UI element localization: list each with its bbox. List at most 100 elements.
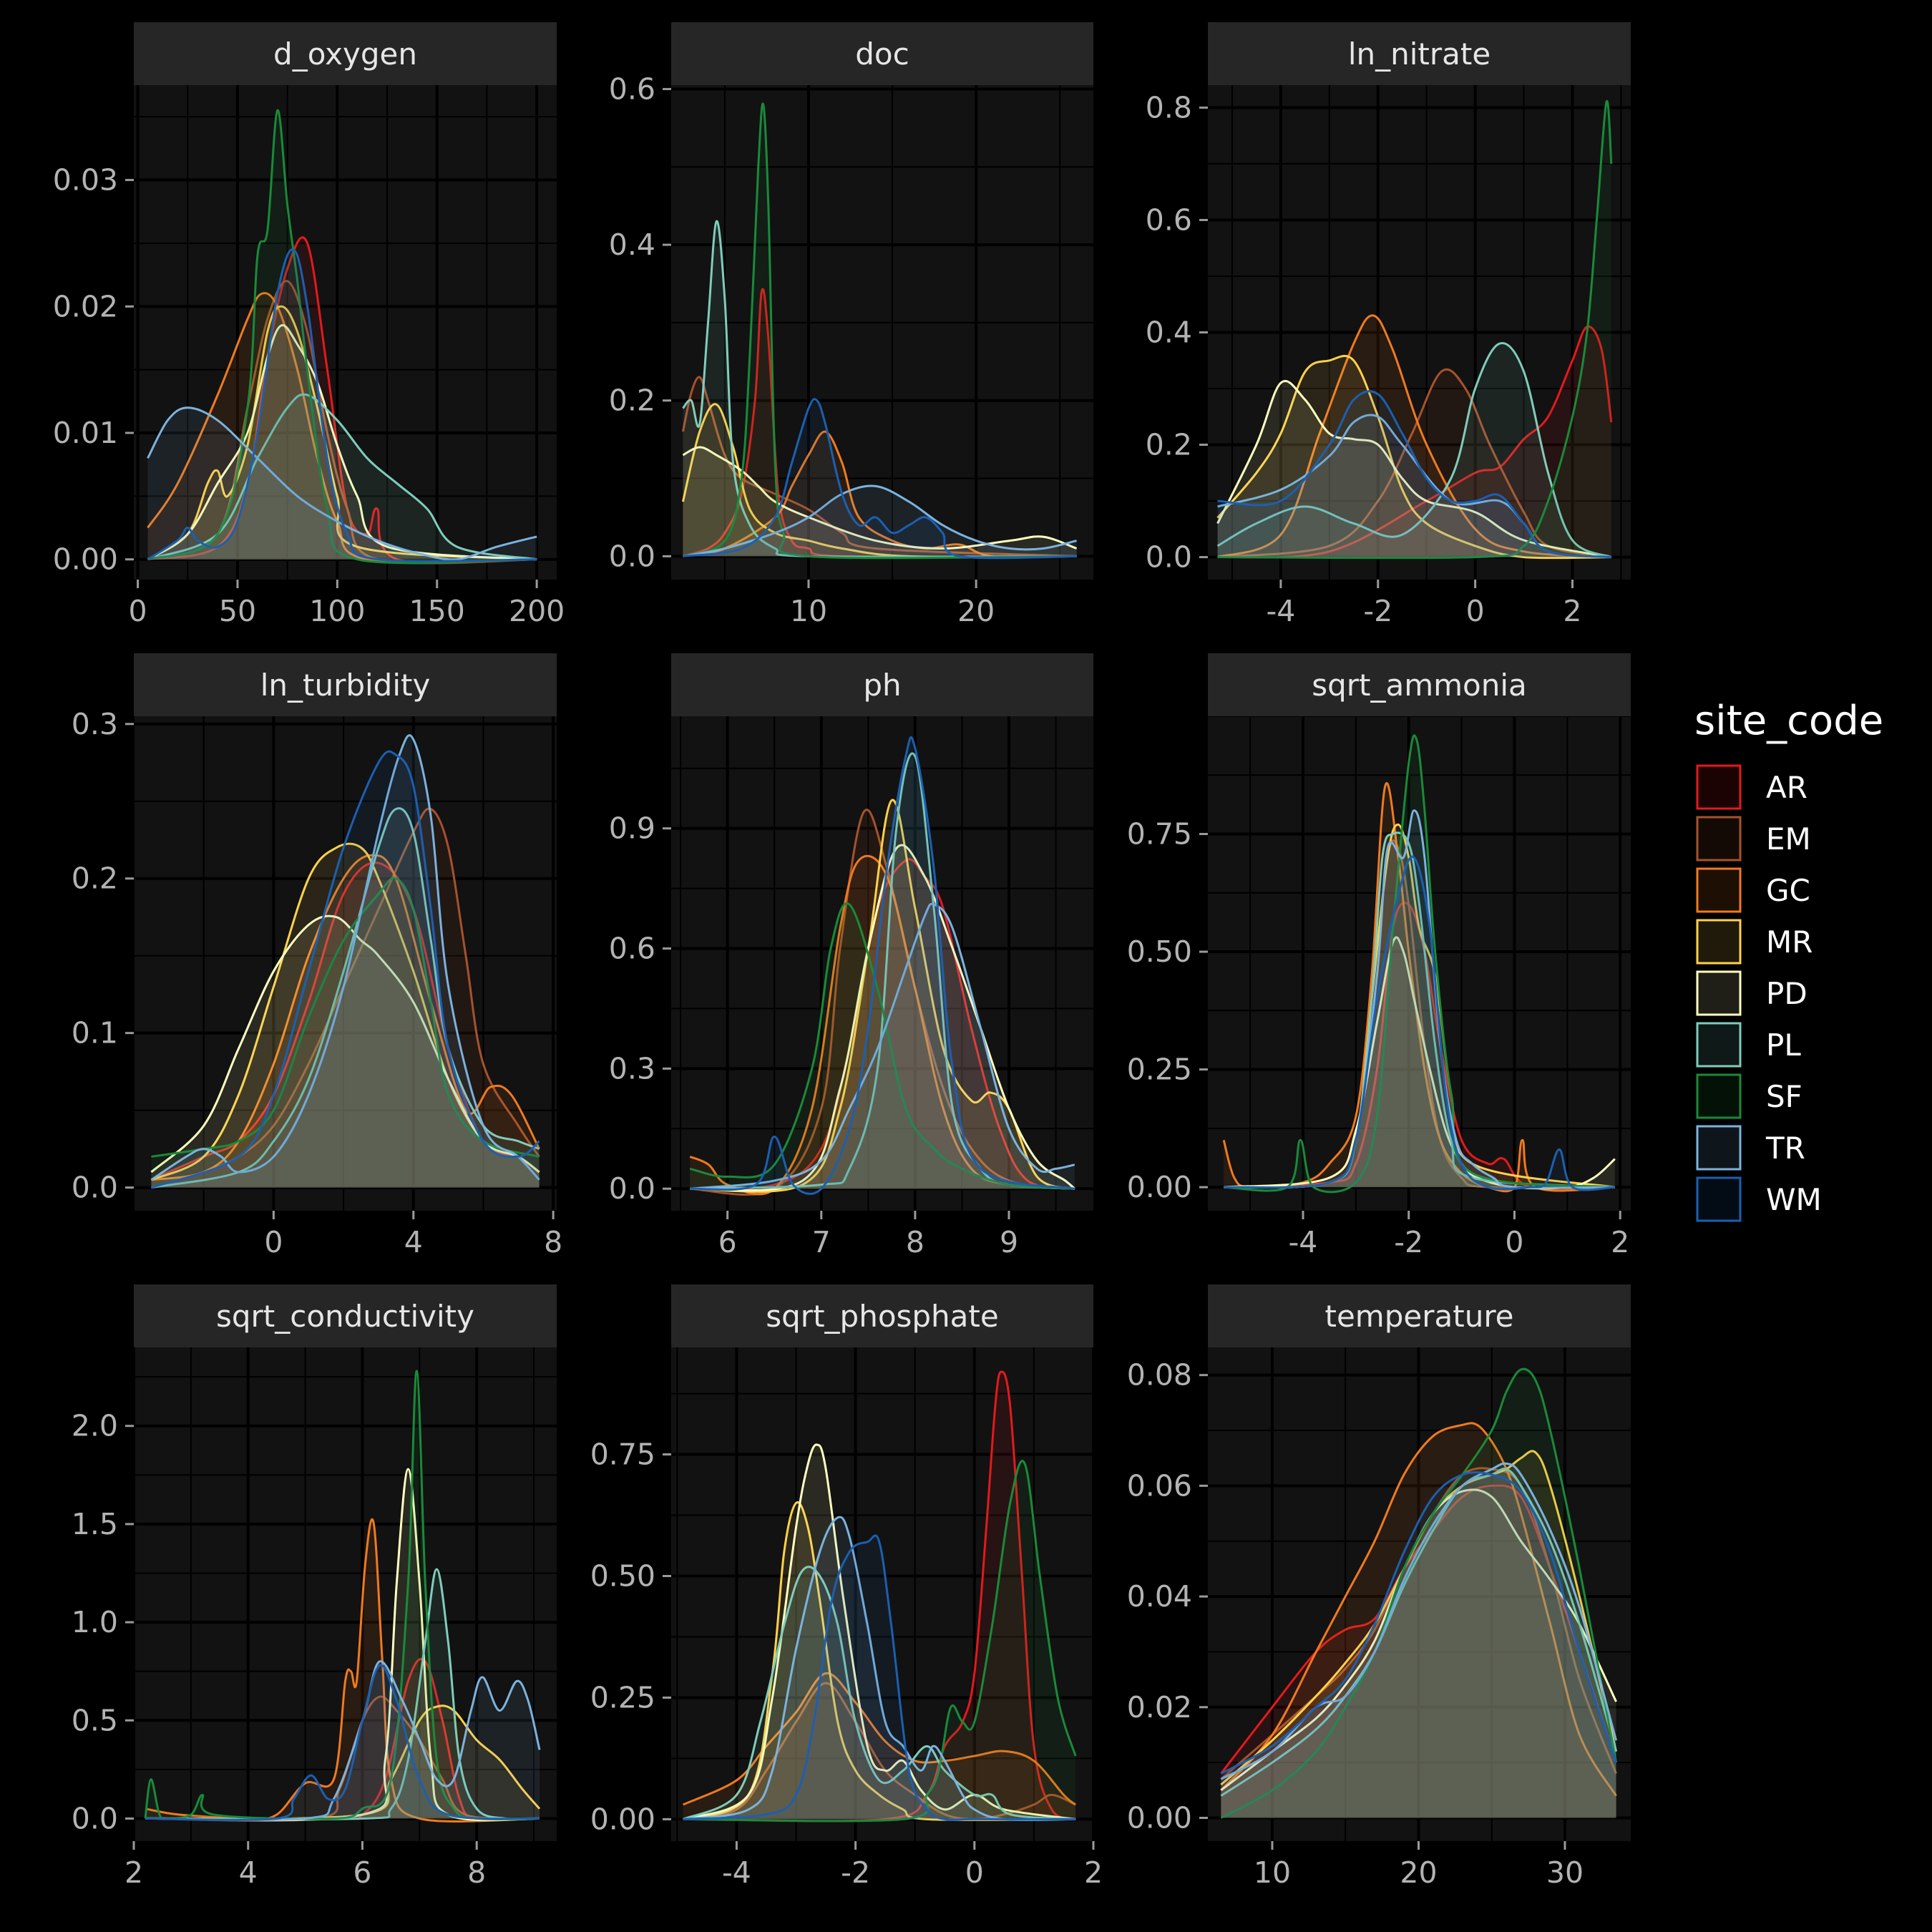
density-area-GC [151, 855, 540, 1188]
facet-strip [1208, 22, 1631, 85]
density-area-AR [1217, 326, 1611, 558]
x-tick-label: 0 [264, 1225, 283, 1259]
density-line-WM [145, 1664, 540, 1821]
x-tick-label: 20 [1400, 1855, 1437, 1890]
density-area-GC [1221, 1423, 1616, 1818]
legend-key-swatch [1696, 1022, 1742, 1068]
legend-label: PD [1766, 976, 1807, 1011]
legend-key-swatch [1696, 1125, 1742, 1171]
y-tick-label: 0.4 [609, 228, 655, 262]
facet-title: sqrt_conductivity [216, 1299, 474, 1334]
y-tick-label: 0.0 [1146, 540, 1192, 575]
density-area-SF [683, 103, 1077, 558]
density-line-WM [1224, 855, 1615, 1191]
legend-key-background [1696, 919, 1742, 965]
density-area-TR [147, 407, 537, 560]
legend-key-background [1696, 970, 1742, 1016]
facet-strip [134, 22, 557, 85]
legend-title: site_code [1694, 698, 1883, 744]
y-tick-label: 0.6 [1146, 203, 1192, 237]
y-tick-label: 0.00 [590, 1802, 655, 1836]
legend-keys: AR EM GC MR PD PL SF TR WM [1696, 764, 1822, 1222]
density-line-MR [683, 1501, 1076, 1821]
density-line-PD [683, 1443, 1076, 1820]
legend: site_code AR EM GC MR PD PL SF TR WM [1694, 698, 1883, 1222]
density-area-WM [151, 751, 540, 1188]
facet-title: sqrt_phosphate [766, 1299, 998, 1334]
density-line-SF [689, 902, 1075, 1190]
density-area-SF [683, 1460, 1076, 1821]
density-line-SF [147, 109, 537, 565]
y-tick-label: 0.2 [609, 384, 655, 418]
y-tick-label: 0.6 [609, 932, 655, 966]
legend-key-background [1696, 1176, 1742, 1222]
density-line-WM [1220, 1471, 1618, 1775]
density-curves [1216, 99, 1613, 560]
density-area-GC [145, 1519, 540, 1822]
density-area-EM [1224, 840, 1615, 1189]
x-tick-label: 2 [1563, 594, 1581, 628]
panel-ph: ph 0.0 0.3 0.6 0.9 6 7 8 9 [609, 653, 1093, 1259]
density-line-PL [682, 1566, 1076, 1820]
density-area-AR [683, 288, 1077, 557]
density-area-AR [151, 862, 540, 1188]
density-curves [1222, 734, 1616, 1194]
y-tick-label: 0.25 [590, 1680, 655, 1714]
y-tick-label: 0.08 [1127, 1358, 1192, 1392]
density-curves [150, 734, 540, 1189]
density-area-PL [1221, 1468, 1616, 1818]
density-area-WM [147, 249, 537, 562]
legend-item-TR: TR [1696, 1125, 1805, 1171]
y-tick-label: 0.50 [590, 1559, 655, 1594]
density-line-PD [682, 446, 1078, 550]
legend-item-EM: EM [1696, 816, 1811, 862]
facet-strip [1208, 653, 1631, 716]
y-tick-label: 0.1 [72, 1016, 118, 1050]
density-line-SF [683, 1460, 1077, 1823]
x-tick-label: 9 [1000, 1225, 1018, 1259]
density-area-WM [683, 399, 1077, 558]
density-line-MR [1216, 354, 1611, 560]
density-line-GC [682, 1672, 1077, 1806]
density-line-AR [683, 1370, 1076, 1823]
y-tick-label: 0.00 [1127, 1170, 1192, 1204]
density-line-PD [147, 324, 537, 561]
x-tick-label: 6 [353, 1855, 371, 1890]
legend-key-swatch [1696, 816, 1742, 862]
density-area-EM [1221, 1468, 1616, 1818]
panel-doc: doc 0.0 0.2 0.4 0.6 10 20 [609, 22, 1093, 628]
density-area-PL [147, 394, 537, 560]
density-area-PD [1221, 1489, 1616, 1818]
density-line-WM [683, 1534, 1076, 1821]
density-area-PL [1224, 832, 1615, 1188]
density-line-PD [150, 914, 540, 1174]
density-area-AR [1224, 902, 1615, 1190]
density-line-EM [683, 1682, 1076, 1820]
legend-label: WM [1766, 1182, 1822, 1217]
gridlines [671, 85, 1093, 580]
legend-item-SF: SF [1696, 1073, 1802, 1119]
facet-strip [671, 1284, 1093, 1347]
density-line-MR [690, 799, 1075, 1193]
density-area-TR [1217, 414, 1611, 557]
panel-temperature: temperature 0.00 0.02 0.04 0.06 0.08 10 20 30 [1127, 1284, 1631, 1890]
density-line-TR [683, 1516, 1076, 1821]
facet-title: ph [863, 668, 901, 703]
facet-strip [1208, 1284, 1631, 1347]
density-line-TR [683, 484, 1077, 557]
panel-background [134, 1347, 557, 1841]
density-curves [144, 1370, 541, 1823]
density-area-EM [690, 809, 1075, 1195]
density-area-MR [1224, 824, 1615, 1188]
x-tick-label: 4 [404, 1225, 423, 1259]
gridlines [1208, 85, 1631, 580]
x-tick-label: 0 [1505, 1225, 1523, 1259]
y-tick-label: 0.0 [72, 1801, 118, 1835]
density-area-AR [147, 237, 537, 563]
facet-strip [134, 1284, 557, 1347]
legend-key-background [1696, 816, 1742, 862]
density-line-PD [1216, 380, 1612, 559]
density-line-TR [150, 734, 540, 1181]
density-line-SF [1220, 1367, 1618, 1819]
density-line-SF [1217, 99, 1613, 560]
